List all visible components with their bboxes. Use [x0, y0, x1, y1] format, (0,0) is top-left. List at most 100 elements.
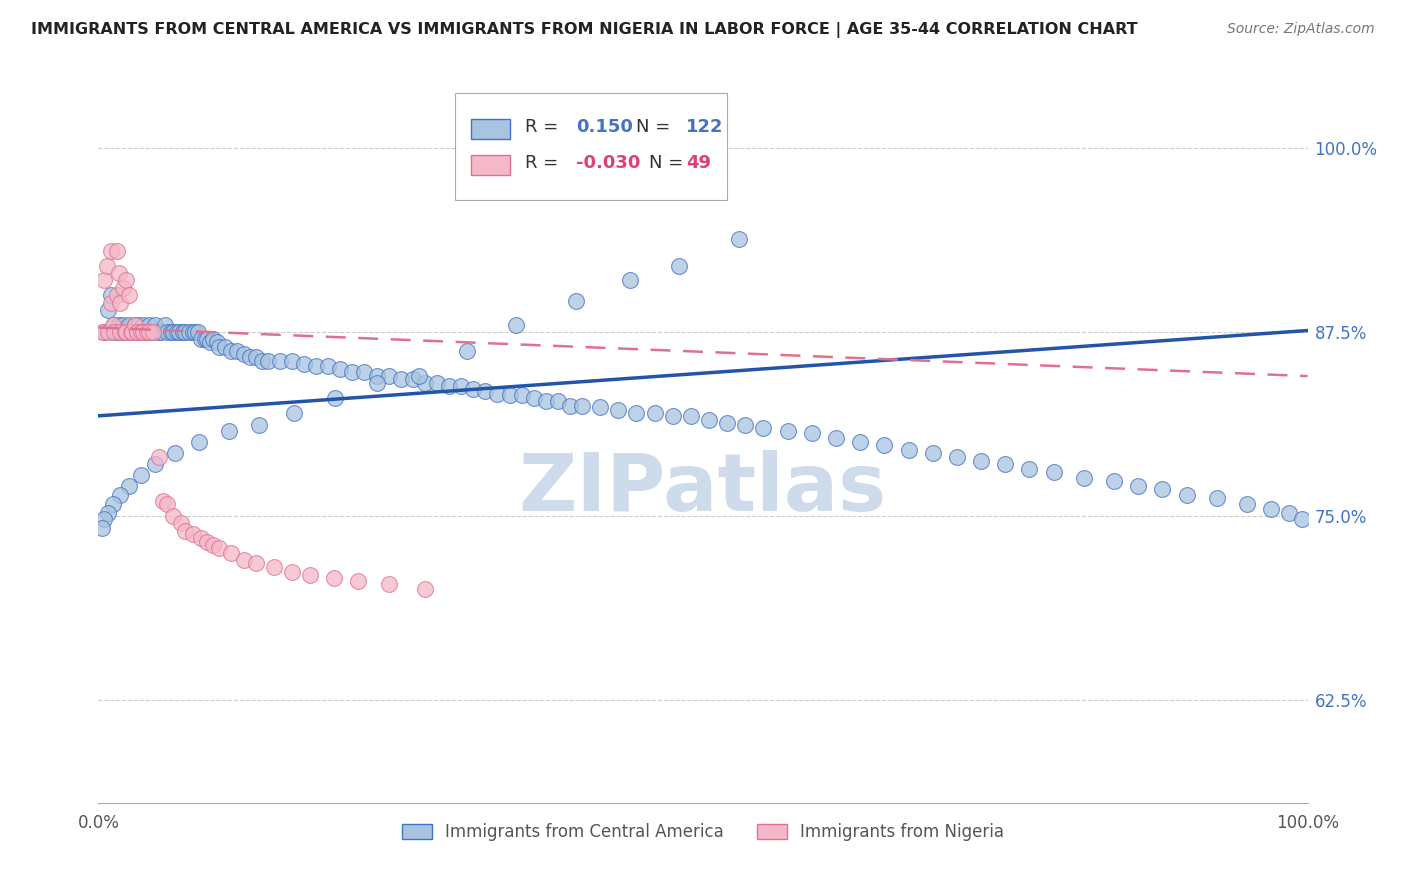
Point [135, 325, 157, 339]
Point [160, 325, 183, 339]
Point [108, 318, 131, 332]
Point [156, 497, 179, 511]
Point [607, 403, 630, 417]
Point [208, 340, 231, 354]
Point [1278, 506, 1301, 520]
Point [121, 325, 143, 339]
Point [486, 386, 509, 401]
Point [198, 335, 221, 350]
Point [105, 244, 128, 258]
Point [115, 325, 138, 339]
FancyBboxPatch shape [456, 93, 727, 200]
Point [825, 431, 848, 445]
Point [1206, 491, 1229, 506]
Point [121, 325, 143, 339]
Point [1042, 465, 1064, 479]
Point [247, 417, 270, 432]
Point [450, 379, 472, 393]
Point [644, 406, 666, 420]
Point [127, 325, 149, 339]
Point [752, 420, 775, 434]
Point [970, 454, 993, 468]
Point [800, 426, 823, 441]
Point [101, 318, 124, 332]
Point [118, 288, 141, 302]
Point [127, 325, 149, 339]
Point [281, 565, 304, 579]
Point [202, 538, 225, 552]
Text: Source: ZipAtlas.com: Source: ZipAtlas.com [1227, 22, 1375, 37]
Point [245, 350, 267, 364]
Point [245, 556, 267, 570]
Point [100, 288, 122, 302]
Point [325, 391, 347, 405]
Point [156, 325, 179, 339]
Point [103, 318, 125, 332]
Point [187, 325, 209, 339]
Point [97, 302, 120, 317]
Point [221, 546, 243, 560]
Point [776, 424, 799, 438]
Point [114, 325, 136, 339]
Point [218, 424, 240, 438]
Point [1291, 512, 1313, 526]
Point [118, 479, 141, 493]
Point [194, 332, 217, 346]
Legend: Immigrants from Central America, Immigrants from Nigeria: Immigrants from Central America, Immigra… [395, 817, 1011, 848]
Point [174, 524, 197, 538]
Point [589, 400, 612, 414]
Point [208, 541, 231, 556]
Point [127, 318, 149, 332]
Point [1175, 488, 1198, 502]
Point [263, 560, 285, 574]
Point [111, 281, 134, 295]
Point [134, 325, 156, 339]
Point [389, 372, 412, 386]
Point [97, 506, 120, 520]
Point [169, 325, 191, 339]
Point [946, 450, 969, 464]
Point [97, 325, 120, 339]
Point [377, 576, 399, 591]
Point [93, 325, 115, 339]
Point [190, 531, 212, 545]
Point [463, 382, 485, 396]
Point [129, 467, 152, 482]
Point [202, 332, 225, 346]
Point [93, 512, 115, 526]
Point [897, 442, 920, 457]
Point [135, 325, 157, 339]
Point [114, 325, 136, 339]
Point [120, 325, 142, 339]
Point [305, 359, 328, 373]
Point [505, 318, 527, 332]
Point [150, 325, 173, 339]
Text: R =: R = [526, 153, 564, 171]
Point [873, 438, 896, 452]
Point [163, 445, 186, 459]
Point [96, 259, 118, 273]
Point [162, 508, 184, 523]
Point [697, 413, 720, 427]
Point [408, 369, 430, 384]
Point [91, 325, 114, 339]
Point [129, 325, 152, 339]
Point [728, 232, 751, 246]
Point [1128, 479, 1150, 493]
Point [547, 394, 569, 409]
Point [366, 376, 388, 391]
Point [105, 325, 128, 339]
Point [221, 344, 243, 359]
Point [101, 497, 124, 511]
Point [232, 347, 254, 361]
Point [226, 344, 249, 359]
Point [179, 325, 201, 339]
Point [239, 350, 262, 364]
Point [565, 294, 588, 309]
Point [153, 318, 176, 332]
Point [152, 494, 174, 508]
Text: 49: 49 [686, 153, 711, 171]
Point [143, 318, 166, 332]
Point [1073, 470, 1095, 484]
Point [283, 406, 305, 420]
